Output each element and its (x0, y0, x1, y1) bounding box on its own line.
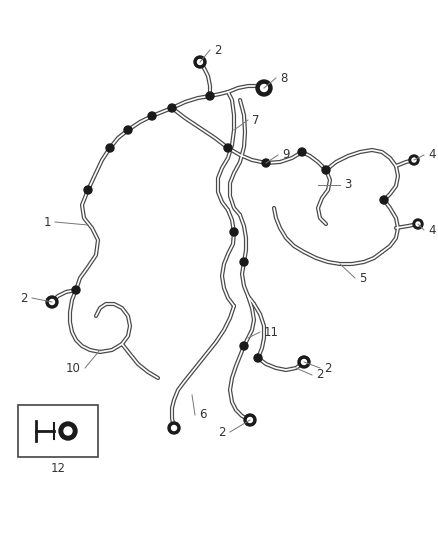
Circle shape (84, 186, 92, 194)
Circle shape (72, 286, 80, 294)
Circle shape (230, 228, 238, 236)
Circle shape (380, 196, 388, 204)
Text: 2: 2 (214, 44, 222, 56)
Circle shape (301, 359, 307, 365)
Text: 10: 10 (66, 361, 81, 375)
Circle shape (322, 166, 330, 174)
Circle shape (413, 219, 423, 229)
Circle shape (409, 155, 419, 165)
Circle shape (172, 425, 177, 431)
Bar (18, 405, 98, 457)
Circle shape (416, 222, 420, 226)
Circle shape (298, 148, 306, 156)
Circle shape (198, 60, 202, 64)
Text: 4: 4 (428, 149, 435, 161)
Circle shape (168, 422, 180, 434)
Text: 7: 7 (252, 114, 259, 126)
Text: 1: 1 (43, 215, 51, 229)
Text: 12: 12 (50, 463, 66, 475)
Circle shape (49, 300, 54, 304)
Text: 6: 6 (199, 408, 206, 422)
Text: 3: 3 (344, 179, 351, 191)
Circle shape (206, 92, 214, 100)
Text: 11: 11 (264, 326, 279, 338)
Circle shape (64, 427, 72, 435)
Text: 2: 2 (316, 368, 324, 382)
Text: 2: 2 (219, 425, 226, 439)
Text: 5: 5 (359, 271, 366, 285)
Text: 2: 2 (21, 292, 28, 304)
Circle shape (224, 144, 232, 152)
Circle shape (106, 144, 114, 152)
Circle shape (262, 159, 270, 167)
Text: 4: 4 (428, 223, 435, 237)
Circle shape (240, 258, 248, 266)
Circle shape (254, 354, 262, 362)
Circle shape (244, 414, 256, 426)
Circle shape (124, 126, 132, 134)
Circle shape (168, 104, 176, 112)
Circle shape (412, 158, 416, 162)
Circle shape (240, 342, 248, 350)
Circle shape (247, 417, 252, 423)
Text: 8: 8 (280, 71, 287, 85)
Circle shape (261, 85, 268, 92)
Circle shape (59, 422, 77, 440)
Text: 9: 9 (282, 149, 290, 161)
Text: 2: 2 (324, 361, 332, 375)
Circle shape (298, 356, 310, 368)
Circle shape (194, 56, 206, 68)
Circle shape (256, 80, 272, 96)
Circle shape (148, 112, 156, 120)
Circle shape (46, 296, 58, 308)
